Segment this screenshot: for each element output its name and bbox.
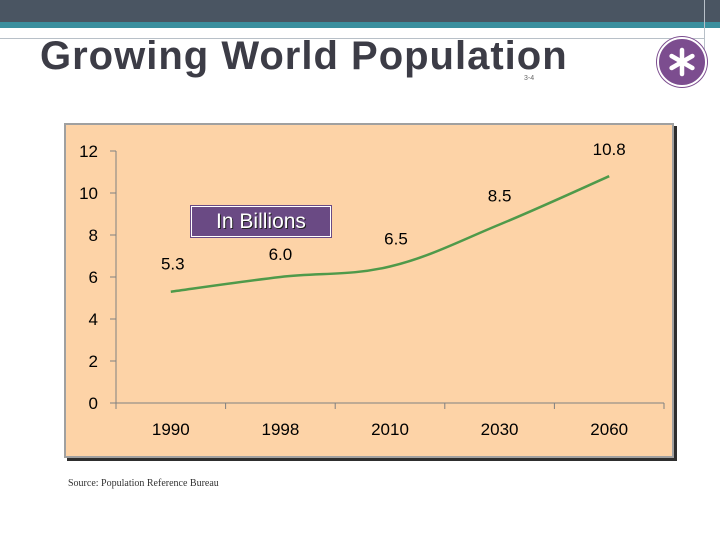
data-label: 8.5 (488, 187, 512, 206)
units-label: In Billions (191, 206, 331, 237)
accent-band (0, 22, 720, 28)
x-tick-label: 2060 (590, 420, 628, 439)
slide-title: Growing World Population (40, 34, 568, 78)
y-tick-label: 2 (89, 352, 98, 371)
right-rule (704, 0, 705, 60)
title-rule (0, 38, 705, 39)
data-label: 6.5 (384, 230, 408, 249)
y-tick-label: 10 (79, 184, 98, 203)
line-chart: 0 2 4 6 8 10 12 1990 1998 2010 2030 2060 5.3 6.0 6.5… (79, 140, 665, 439)
data-label: 10.8 (593, 140, 626, 159)
y-tick-label: 0 (89, 394, 98, 413)
y-tick-label: 6 (89, 268, 98, 287)
x-tick-label: 2030 (481, 420, 519, 439)
y-tick-label: 12 (79, 142, 98, 161)
x-tick-label: 1998 (261, 420, 299, 439)
data-label: 6.0 (269, 245, 293, 264)
y-tick-label: 8 (89, 226, 98, 245)
asterisk-icon (657, 37, 707, 87)
source-note: Source: Population Reference Bureau (68, 478, 219, 489)
data-label: 5.3 (161, 255, 185, 274)
top-band (0, 0, 720, 22)
series-line (170, 175, 610, 293)
chart-area (64, 123, 674, 458)
x-tick-label: 2010 (371, 420, 409, 439)
slide-number: 3-4 (524, 75, 535, 82)
y-tick-label: 4 (89, 310, 98, 329)
x-tick-label: 1990 (152, 420, 190, 439)
